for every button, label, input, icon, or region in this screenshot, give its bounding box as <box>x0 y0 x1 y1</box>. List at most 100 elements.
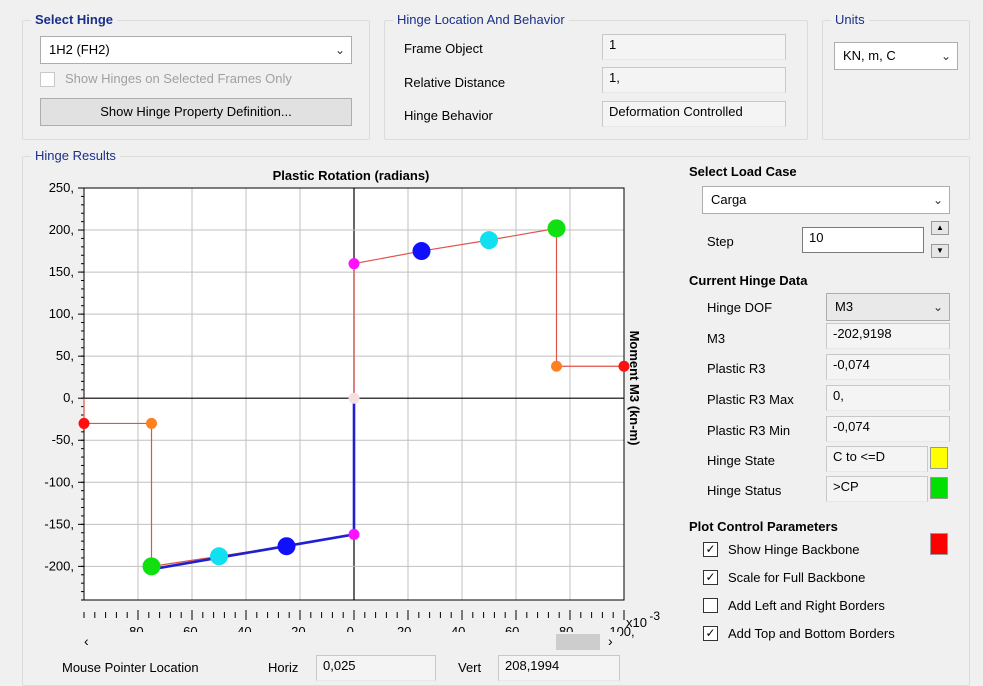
units-title: Units <box>831 12 869 27</box>
scroll-thumb[interactable] <box>556 634 600 650</box>
show-selected-label: Show Hinges on Selected Frames Only <box>65 71 292 86</box>
hinge-state-label: Hinge State <box>707 453 775 468</box>
chart-ylabel: Moment M3 (kn-m) <box>627 331 642 446</box>
plot-control-label: Plot Control Parameters <box>689 519 838 534</box>
chevron-down-icon: ⌄ <box>932 300 943 314</box>
hinge-state-field: C to <=D <box>826 446 928 472</box>
chart-points <box>78 219 630 576</box>
relative-distance-field: 1, <box>602 67 786 93</box>
chart-title: Plastic Rotation (radians) <box>273 168 430 183</box>
horiz-field: 0,025 <box>316 655 436 681</box>
y-tick-label: -50, <box>52 432 74 447</box>
step-label: Step <box>707 234 734 249</box>
plastic-r3-min-label: Plastic R3 Min <box>707 423 791 438</box>
hinge-status-field: >CP <box>826 476 928 502</box>
frame-object-label: Frame Object <box>404 41 483 56</box>
state-point <box>348 528 360 540</box>
units-select[interactable]: KN, m, C ⌄ <box>834 42 958 70</box>
horiz-label: Horiz <box>268 660 299 675</box>
hinge-dof-select[interactable]: M3 ⌄ <box>826 293 950 321</box>
m3-label: M3 <box>707 331 726 346</box>
hinge-behavior-label: Hinge Behavior <box>404 108 493 123</box>
plastic-r3-max-field: 0, <box>826 385 950 411</box>
plastic-r3-label: Plastic R3 <box>707 361 766 376</box>
hinge-status-label: Hinge Status <box>707 483 782 498</box>
add-tb-borders-checkbox[interactable]: ✓ <box>703 626 718 641</box>
add-tb-borders-label: Add Top and Bottom Borders <box>728 626 895 641</box>
state-point <box>551 360 562 372</box>
chart-scrollbar[interactable]: ‹ › <box>80 632 620 652</box>
chevron-down-icon: ⌄ <box>334 43 345 57</box>
state-point <box>618 360 630 372</box>
y-tick-label: 150, <box>49 264 74 279</box>
y-tick-label: 250, <box>49 180 74 195</box>
hinge-results-title: Hinge Results <box>31 148 120 163</box>
hinge-select[interactable]: 1H2 (FH2) ⌄ <box>40 36 352 64</box>
plastic-r3-max-label: Plastic R3 Max <box>707 392 794 407</box>
backbone-color-swatch[interactable] <box>930 533 948 555</box>
show-backbone-checkbox[interactable]: ✓ <box>703 542 718 557</box>
select-hinge-group: Select Hinge <box>22 12 370 140</box>
select-load-case-label: Select Load Case <box>689 164 797 179</box>
state-point <box>78 417 90 429</box>
scroll-left-icon[interactable]: ‹ <box>84 633 89 649</box>
chart-axes: 250, 200, 150, 100, 50, 0, -50, -100, -150, -200,… <box>44 180 634 638</box>
location-title: Hinge Location And Behavior <box>393 12 569 27</box>
vert-field: 208,1994 <box>498 655 620 681</box>
relative-distance-label: Relative Distance <box>404 75 506 90</box>
scale-full-checkbox[interactable]: ✓ <box>703 570 718 585</box>
state-point <box>210 547 228 566</box>
state-point <box>277 537 296 556</box>
hinge-behavior-field: Deformation Controlled <box>602 101 786 127</box>
x-multiplier-label: x10 <box>626 615 647 630</box>
location-group: Hinge Location And Behavior <box>384 12 808 140</box>
hinge-dof-value: M3 <box>835 299 854 314</box>
scroll-right-icon[interactable]: › <box>608 633 613 649</box>
load-case-select[interactable]: Carga ⌄ <box>702 186 950 214</box>
state-point <box>348 392 360 404</box>
step-field[interactable]: 10 <box>802 227 924 253</box>
y-tick-label: -100, <box>44 474 74 489</box>
chevron-down-icon: ⌄ <box>940 49 951 63</box>
plot-border <box>83 187 625 601</box>
m3-field: -202,9198 <box>826 323 950 349</box>
x-exponent-label: -3 <box>649 609 660 623</box>
chevron-down-icon: ⌄ <box>932 193 943 207</box>
plastic-r3-min-field: -0,074 <box>826 416 950 442</box>
step-up-icon[interactable]: ▲ <box>931 221 949 235</box>
vert-label: Vert <box>458 660 482 675</box>
hinge-select-value: 1H2 (FH2) <box>49 42 110 57</box>
scale-full-label: Scale for Full Backbone <box>728 570 866 585</box>
units-select-value: KN, m, C <box>843 48 896 63</box>
hinge-chart[interactable]: Plastic Rotation (radians) 250, 200, 150, 1… <box>28 160 660 638</box>
x-tick-label: 0, <box>347 624 358 638</box>
y-tick-label: 100, <box>49 306 74 321</box>
load-case-value: Carga <box>711 192 747 207</box>
state-point <box>348 258 360 270</box>
state-point <box>480 231 498 250</box>
units-group: Units <box>822 12 970 140</box>
plastic-r3-field: -0,074 <box>826 354 950 380</box>
show-hinge-property-button[interactable]: Show Hinge Property Definition... <box>40 98 352 126</box>
state-point <box>412 242 431 261</box>
y-tick-label: -200, <box>44 558 74 573</box>
hinge-dof-label: Hinge DOF <box>707 300 773 315</box>
frame-object-field: 1 <box>602 34 786 60</box>
select-hinge-title: Select Hinge <box>31 12 118 27</box>
hinge-state-color-swatch <box>930 447 948 469</box>
add-lr-borders-label: Add Left and Right Borders <box>728 598 885 613</box>
show-selected-checkbox[interactable] <box>40 72 55 87</box>
y-tick-label: 200, <box>49 222 74 237</box>
y-tick-label: 50, <box>56 348 74 363</box>
step-down-icon[interactable]: ▼ <box>931 244 949 258</box>
y-tick-label: -150, <box>44 516 74 531</box>
state-point <box>146 417 157 429</box>
current-hinge-data-label: Current Hinge Data <box>689 273 808 288</box>
mouse-pointer-label: Mouse Pointer Location <box>62 660 199 675</box>
add-lr-borders-checkbox[interactable] <box>703 598 718 613</box>
state-point <box>142 557 161 576</box>
show-backbone-label: Show Hinge Backbone <box>728 542 860 557</box>
hinge-status-color-swatch <box>930 477 948 499</box>
y-tick-label: 0, <box>63 390 74 405</box>
state-point <box>547 219 566 238</box>
